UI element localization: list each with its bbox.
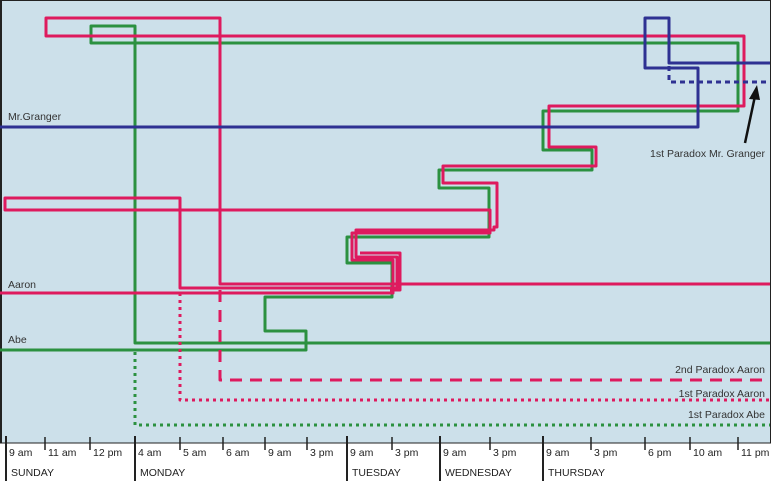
arrow-icon	[743, 85, 760, 144]
tick-label: 3 pm	[395, 447, 419, 459]
tick-label: 6 am	[226, 447, 250, 459]
day-label: WEDNESDAY	[445, 467, 512, 479]
tick-label: 5 am	[183, 447, 207, 459]
aaron-loop-segment	[360, 251, 402, 292]
granger-timeline	[0, 16, 770, 129]
tick-label: 9 am	[350, 447, 374, 459]
abe-first-paradox-line	[133, 352, 770, 427]
granger-label: Mr.Granger	[8, 111, 62, 123]
tick-label: 11 pm	[741, 447, 770, 459]
plot-background	[0, 0, 771, 443]
day-label: TUESDAY	[352, 467, 401, 479]
first-paradox-granger-label: 1st Paradox Mr. Granger	[650, 148, 765, 160]
abe-label: Abe	[8, 334, 27, 346]
day-label: SUNDAY	[11, 467, 54, 479]
tick-label: 9 am	[443, 447, 467, 459]
tick-label: 12 pm	[93, 447, 122, 459]
tick-label: 9 am	[9, 447, 33, 459]
aaron-label: Aaron	[8, 279, 36, 291]
tick-label: 9 am	[546, 447, 570, 459]
aaron-first-paradox-line	[178, 293, 770, 402]
tick-label: 3 pm	[594, 447, 618, 459]
aaron-second-paradox-line	[218, 290, 770, 382]
tick-label: 3 pm	[310, 447, 334, 459]
second-paradox-aaron-label: 2nd Paradox Aaron	[675, 364, 765, 376]
day-label: MONDAY	[140, 467, 185, 479]
tick-label: 10 am	[693, 447, 722, 459]
aaron-timeline	[0, 16, 770, 295]
abe-timeline	[0, 24, 770, 352]
tick-label: 9 am	[268, 447, 292, 459]
tick-label: 11 am	[48, 447, 77, 459]
first-paradox-aaron-label: 1st Paradox Aaron	[679, 388, 766, 400]
granger-first-paradox-line	[667, 66, 770, 84]
tick-label: 4 am	[138, 447, 162, 459]
day-label: THURSDAY	[548, 467, 605, 479]
first-paradox-abe-label: 1st Paradox Abe	[688, 409, 765, 421]
tick-label: 3 pm	[493, 447, 517, 459]
tick-label: 6 pm	[648, 447, 672, 459]
